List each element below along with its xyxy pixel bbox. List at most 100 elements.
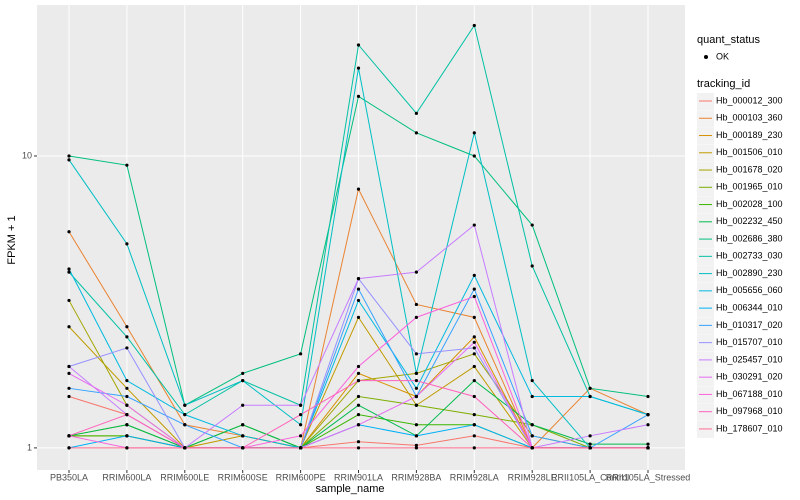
point — [183, 413, 187, 417]
point — [356, 187, 361, 191]
point — [414, 443, 418, 447]
point — [241, 423, 245, 427]
point — [183, 403, 187, 407]
point — [125, 325, 129, 329]
point — [67, 325, 71, 329]
legend-label: Hb_025457_010 — [716, 354, 783, 364]
point — [414, 302, 418, 307]
point — [125, 379, 129, 383]
y-tick-label: 10 — [22, 150, 32, 160]
point — [299, 446, 303, 450]
point — [125, 394, 129, 399]
point — [125, 163, 129, 167]
point — [356, 66, 361, 70]
point — [125, 335, 129, 339]
point — [241, 379, 245, 383]
point — [530, 379, 534, 383]
point — [414, 423, 418, 427]
point — [356, 43, 361, 47]
point — [588, 434, 592, 438]
point — [356, 364, 361, 369]
point — [356, 94, 361, 98]
point — [530, 423, 534, 427]
point — [472, 352, 476, 356]
point — [472, 364, 476, 369]
point — [414, 371, 418, 375]
legend-title: quant_status — [697, 34, 760, 46]
legend-label: Hb_010317_020 — [716, 320, 783, 330]
point — [472, 346, 476, 350]
x-tick-label: RRII105LA_Control — [551, 472, 629, 482]
point — [646, 442, 650, 446]
legend-label: Hb_002232_450 — [716, 216, 783, 226]
point — [414, 379, 418, 383]
point — [414, 394, 418, 399]
point — [299, 423, 303, 427]
point — [472, 394, 476, 399]
point — [125, 403, 129, 407]
point — [299, 403, 303, 407]
x-tick-label: RRIM600PE — [276, 472, 326, 482]
legend-key — [704, 55, 708, 59]
point — [356, 277, 361, 281]
point — [472, 273, 476, 277]
x-tick-label: RRIM600LA — [102, 472, 151, 482]
point — [241, 446, 245, 450]
point — [299, 352, 303, 356]
point — [472, 131, 476, 135]
point — [646, 394, 650, 399]
x-tick-label: PB350LA — [50, 472, 88, 482]
point — [414, 386, 418, 390]
legend-label: Hb_002686_380 — [716, 233, 783, 243]
legend-label: Hb_000103_360 — [716, 113, 783, 123]
x-tick-label: RRIM600LE — [160, 472, 209, 482]
point — [125, 434, 129, 438]
point — [125, 413, 129, 417]
y-tick-label: 1 — [27, 442, 32, 452]
point — [530, 223, 534, 227]
point — [183, 446, 187, 450]
legend-label: Hb_030291_020 — [716, 372, 783, 382]
x-axis-title: sample_name — [315, 483, 384, 495]
point — [356, 379, 361, 383]
point — [356, 403, 361, 407]
legend-label: Hb_178607_010 — [716, 423, 783, 433]
legend-label: Hb_002733_030 — [716, 251, 783, 261]
point — [67, 386, 71, 390]
legend-title: tracking_id — [697, 78, 750, 90]
point — [472, 287, 476, 291]
point — [67, 394, 71, 399]
legend-label: Hb_001965_010 — [716, 182, 783, 192]
legend-label: Hb_001678_020 — [716, 164, 783, 174]
point — [356, 371, 361, 375]
point — [472, 446, 476, 450]
legend-label: Hb_000189_230 — [716, 130, 783, 140]
point — [588, 446, 592, 450]
point — [241, 371, 245, 375]
point — [125, 242, 129, 246]
point — [67, 158, 71, 162]
point — [414, 446, 418, 450]
point — [472, 413, 476, 417]
point — [530, 434, 534, 438]
point — [356, 287, 361, 291]
point — [414, 434, 418, 438]
point — [472, 315, 476, 319]
point — [125, 346, 129, 350]
y-axis-title: FPKM + 1 — [6, 215, 18, 264]
point — [414, 403, 418, 407]
point — [472, 335, 476, 339]
point — [472, 223, 476, 227]
point — [472, 294, 476, 299]
legend-label: Hb_015707_010 — [716, 337, 783, 347]
point — [125, 446, 129, 450]
point — [356, 446, 361, 450]
point — [67, 446, 71, 450]
point — [414, 270, 418, 274]
point — [241, 403, 245, 407]
point — [183, 423, 187, 427]
point — [125, 423, 129, 427]
point — [646, 423, 650, 427]
point — [67, 230, 71, 234]
